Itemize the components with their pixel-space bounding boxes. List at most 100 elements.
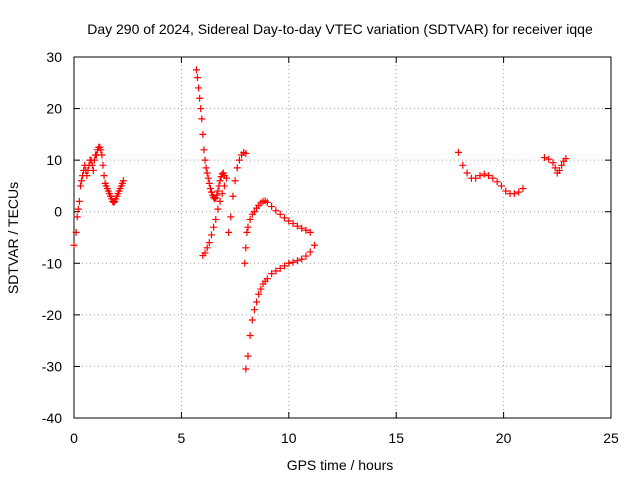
data-point: [272, 267, 280, 275]
series-segment-3: [199, 148, 250, 260]
x-axis-label: GPS time / hours: [287, 457, 394, 473]
data-point: [306, 248, 314, 256]
data-point: [205, 239, 213, 247]
data-point: [207, 231, 215, 239]
data-point: [515, 188, 523, 196]
data-point: [519, 185, 527, 193]
data-point: [459, 161, 467, 169]
data-point: [244, 352, 252, 360]
data-point: [89, 166, 97, 174]
y-tick-label: 20: [46, 101, 62, 117]
data-point: [463, 169, 471, 177]
series-segment-5: [242, 241, 319, 373]
data-point: [545, 155, 553, 163]
data-point: [480, 170, 488, 178]
y-axis-label: SDTVAR / TECUs: [5, 182, 21, 294]
data-point: [244, 223, 252, 231]
data-point: [293, 257, 301, 265]
data-point: [510, 190, 518, 198]
data-point: [293, 222, 301, 230]
data-point: [229, 192, 237, 200]
data-point: [562, 155, 570, 163]
data-point: [70, 241, 78, 249]
data-point: [289, 258, 297, 266]
data-point: [83, 172, 91, 180]
data-point: [472, 174, 480, 182]
data-point: [476, 172, 484, 180]
data-point: [454, 148, 462, 156]
data-point: [302, 226, 310, 234]
data-point: [204, 174, 212, 182]
data-point: [78, 177, 86, 185]
y-tick-label: 0: [54, 204, 62, 220]
data-point: [227, 213, 235, 221]
data-point: [216, 197, 224, 205]
data-point: [241, 259, 249, 267]
data-point: [497, 182, 505, 190]
data-point: [306, 228, 314, 236]
data-point: [90, 156, 98, 164]
data-point: [202, 164, 210, 172]
tick-labels: 0 5 10 15 20 25 -40 -30 -20 -10 0 10 20 30: [42, 49, 619, 446]
data-point: [242, 149, 250, 157]
data-point: [242, 365, 250, 373]
data-point: [119, 177, 127, 185]
data-point: [298, 224, 306, 232]
plot-frame: [73, 56, 612, 419]
series-segment-7: [540, 154, 570, 177]
data-point: [203, 244, 211, 252]
data-point: [246, 215, 254, 223]
data-point: [289, 220, 297, 228]
data-point: [223, 174, 231, 182]
data-point: [195, 84, 203, 92]
data-point: [272, 207, 280, 215]
data-point: [493, 178, 501, 186]
data-point: [218, 190, 226, 198]
data-point: [263, 198, 271, 206]
data-point: [242, 244, 250, 252]
data-point: [253, 298, 261, 306]
x-tick-label: 10: [281, 430, 297, 446]
data-point: [100, 172, 108, 180]
series-segment-2: [192, 66, 228, 203]
data-point: [73, 213, 81, 221]
series-segment-4: [241, 197, 314, 267]
data-point: [281, 214, 289, 222]
data-point: [211, 195, 219, 203]
data-point: [206, 185, 214, 193]
data-point: [540, 154, 548, 162]
x-tick-label: 15: [388, 430, 404, 446]
data-point: [268, 270, 276, 278]
data-points: [70, 66, 570, 373]
data-point: [201, 156, 209, 164]
chart-title: Day 290 of 2024, Sidereal Day-to-day VTE…: [87, 21, 593, 37]
data-point: [207, 188, 215, 196]
data-point: [255, 290, 263, 298]
data-point: [276, 210, 284, 218]
data-point: [192, 66, 200, 74]
data-point: [246, 331, 254, 339]
y-tick-label: 10: [46, 152, 62, 168]
y-tick-label: -30: [42, 358, 62, 374]
x-tick-label: 0: [70, 430, 78, 446]
x-tick-label: 5: [178, 430, 186, 446]
data-point: [489, 174, 497, 182]
data-point: [250, 208, 258, 216]
data-point: [485, 172, 493, 180]
y-tick-label: -10: [42, 255, 62, 271]
series-segment-6: [454, 148, 527, 198]
data-point: [558, 161, 566, 169]
y-tick-label: -20: [42, 307, 62, 323]
data-point: [225, 228, 233, 236]
data-point: [216, 177, 224, 185]
data-point: [285, 217, 293, 225]
data-point: [203, 169, 211, 177]
data-point: [235, 156, 243, 164]
data-point: [555, 166, 563, 174]
data-point: [263, 275, 271, 283]
data-point: [99, 161, 107, 169]
data-point: [198, 115, 206, 123]
y-tick-label: 30: [46, 49, 62, 65]
data-point: [210, 223, 218, 231]
